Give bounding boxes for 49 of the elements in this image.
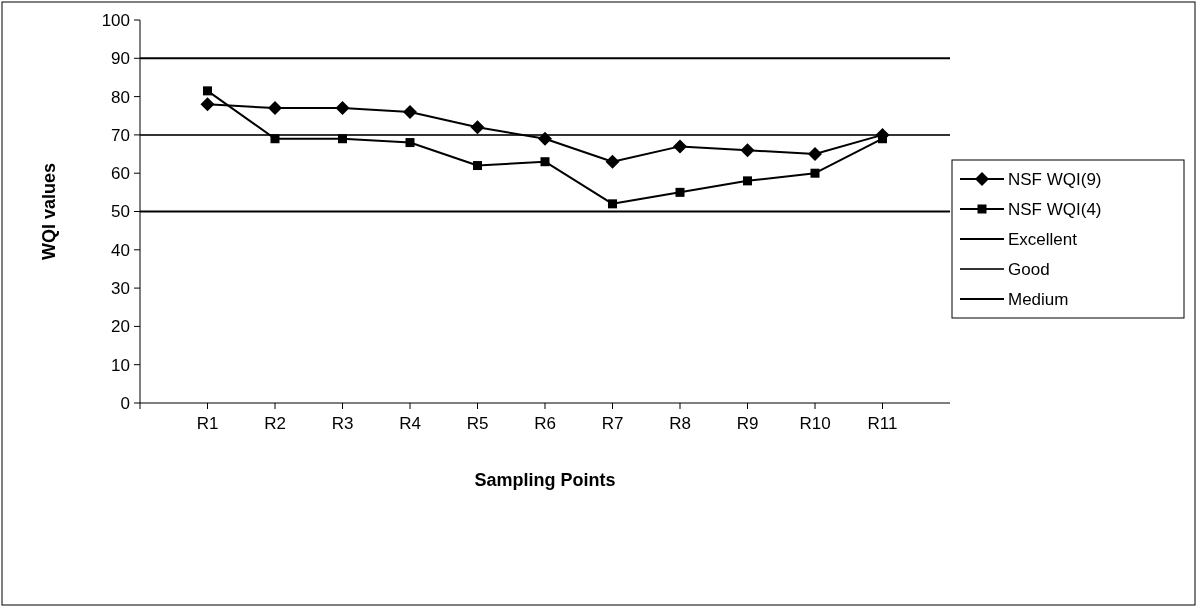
x-tick-label: R9 [736,414,759,433]
legend-label: Excellent [1008,229,1078,249]
y-tick-label: 20 [111,317,130,337]
x-tick-label: R7 [601,414,624,433]
point [335,101,350,116]
x-tick-label: R10 [799,414,831,433]
point [605,154,620,169]
point [675,187,685,197]
point [200,97,215,112]
point [808,147,822,162]
point [270,134,280,144]
legend-label: NSF WQI(4) [1008,199,1102,219]
y-tick-label: 60 [111,164,130,184]
y-tick-label: 30 [111,279,130,299]
y-tick-label: 0 [120,393,130,413]
point [538,131,552,146]
point [403,104,417,119]
y-tick-label: 90 [111,49,130,69]
point [473,161,482,171]
x-tick-label: R4 [399,414,421,433]
point [743,176,752,186]
point [810,168,820,178]
x-tick-label: R1 [196,414,219,433]
x-tick-label: R2 [264,414,286,433]
x-tick-label: R5 [466,414,489,433]
y-tick-label: 70 [111,125,130,145]
point [608,199,617,209]
point [740,143,755,158]
x-tick-label: R8 [669,414,691,433]
x-axis-title: Sampling Points [474,470,616,490]
legend-label: NSF WQI(9) [1008,169,1102,189]
point [470,120,485,135]
point [203,86,212,96]
legend-label: Good [1008,259,1050,279]
x-tick-label: R11 [867,414,898,433]
y-axis-title: WQI values [39,162,59,261]
point [673,139,687,154]
x-tick-label: R3 [331,414,354,433]
y-tick-label: 80 [111,87,130,107]
y-tick-label: 100 [101,10,130,30]
point [268,101,282,116]
legend-label: Medium [1008,289,1069,309]
x-tick-label: R6 [534,414,556,433]
y-tick-label: 10 [111,355,130,375]
y-tick-label: 40 [111,240,130,260]
y-tick-label: 50 [111,202,130,222]
point [405,138,415,148]
point [540,157,550,167]
point [338,134,347,144]
